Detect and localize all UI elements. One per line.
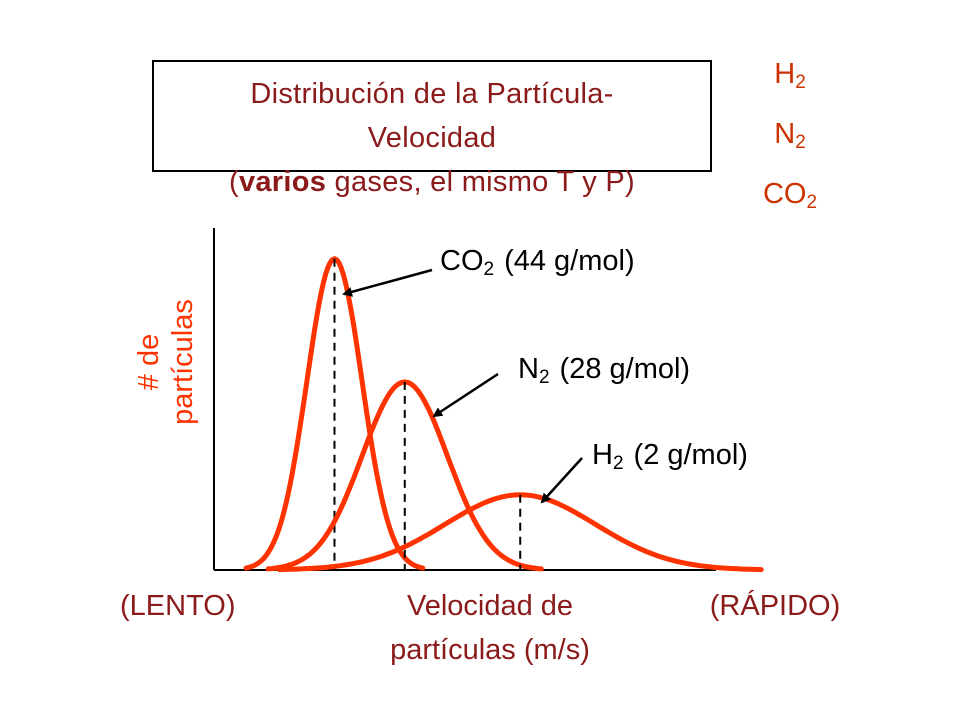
title-bold-word: varios <box>238 166 327 198</box>
gas-h2: H2 <box>774 58 806 93</box>
x-axis-slow-label: (LENTO) <box>120 590 236 622</box>
co2-arrow <box>342 268 433 297</box>
gas-co2: CO2 <box>762 178 818 213</box>
series-label-co2: CO2 (44 g/mol) <box>440 245 635 280</box>
title-line-3: (varios gases, el mismo T y P) <box>228 166 636 198</box>
series-label-h2: H2 (2 g/mol) <box>592 439 748 474</box>
title-line-2: Velocidad <box>367 122 497 154</box>
x-axis-label: Velocidad de partículas (m/s) <box>390 590 590 666</box>
series-label-n2: N2 (28 g/mol) <box>518 353 691 388</box>
title-line-1: Distribución de la Partícula- <box>250 78 614 110</box>
chart-title: Distribución de la Partícula- Velocidad … <box>152 72 712 204</box>
title-box <box>152 60 712 172</box>
n2-arrow <box>432 372 499 418</box>
gas-n2: N2 <box>774 118 806 153</box>
h2-arrow <box>540 457 583 504</box>
x-axis-fast-label: (RÁPIDO) <box>709 590 841 622</box>
gas-list: H2 N2 CO2 <box>740 44 840 224</box>
y-axis-label: # de partículas <box>133 299 199 425</box>
